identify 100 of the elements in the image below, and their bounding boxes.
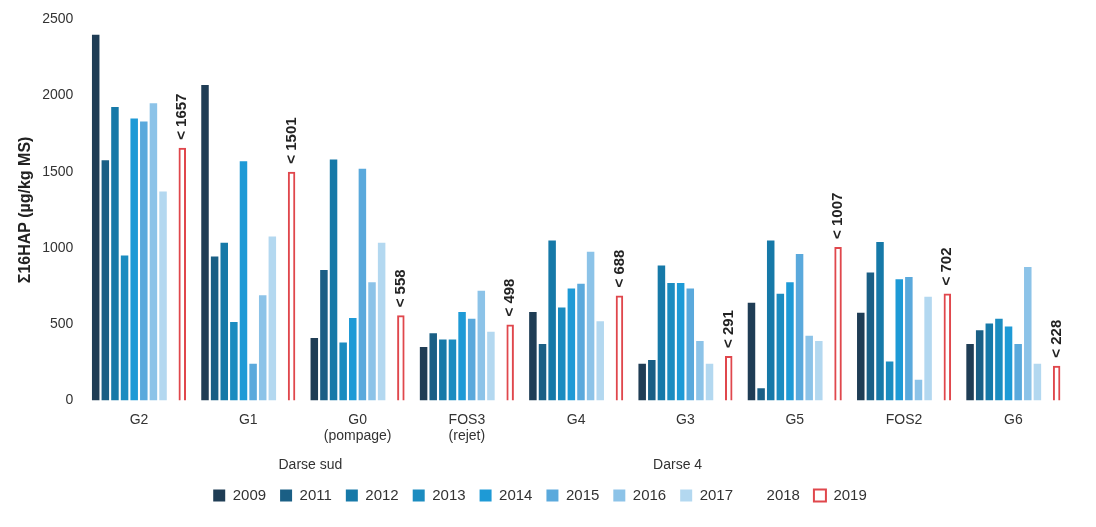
bar	[1014, 344, 1022, 401]
x-tick-label: G6	[1004, 410, 1023, 427]
bar	[249, 363, 257, 401]
bar	[467, 318, 476, 401]
bar	[924, 296, 932, 401]
y-tick-label: 2500	[42, 10, 74, 27]
legend-label: 2019	[833, 485, 867, 503]
bar	[676, 283, 685, 401]
bar	[776, 293, 785, 401]
y-tick-label: 2000	[42, 86, 74, 103]
bar	[111, 107, 119, 401]
data-label: < 1501	[281, 117, 299, 164]
bar	[985, 323, 994, 401]
legend-label: 2017	[699, 485, 734, 503]
bar	[538, 344, 547, 401]
bar	[120, 255, 129, 401]
bar	[876, 241, 884, 401]
data-label: < 1007	[828, 192, 846, 239]
x-tick-label: G4	[566, 410, 586, 427]
legend-label: 2011	[299, 485, 332, 503]
bar	[648, 360, 656, 401]
x-tick-label: G1	[238, 410, 258, 427]
bar	[747, 302, 756, 401]
bar	[914, 379, 923, 401]
bar	[130, 118, 138, 401]
bar	[657, 265, 666, 401]
bar	[885, 361, 894, 401]
data-label: < 291	[718, 310, 736, 349]
bar	[995, 318, 1003, 401]
bar	[320, 270, 328, 401]
bar	[586, 251, 595, 401]
legend-label: 2014	[499, 485, 533, 503]
bar	[230, 321, 238, 401]
bar	[766, 240, 775, 401]
bar	[1033, 363, 1042, 401]
bar	[429, 333, 437, 401]
x-tick-label: G3	[676, 410, 696, 427]
bar	[857, 312, 865, 401]
bar	[458, 312, 466, 401]
bar	[686, 288, 695, 401]
bar	[1004, 326, 1013, 401]
bar	[866, 272, 875, 401]
y-tick-label: 500	[49, 315, 74, 332]
bar	[439, 339, 447, 401]
bar	[448, 339, 457, 401]
legend-label: 2013	[432, 485, 466, 503]
bar	[377, 242, 386, 401]
bar	[419, 347, 428, 401]
bar	[358, 168, 367, 401]
bar	[201, 84, 209, 401]
data-label: < 558	[391, 269, 408, 308]
bar	[905, 276, 913, 401]
bar	[805, 335, 813, 401]
text: Darse sud	[278, 455, 343, 472]
bar	[596, 321, 604, 401]
bar	[310, 337, 319, 401]
data-label: < 498	[500, 278, 518, 317]
bar	[477, 290, 486, 401]
bar	[210, 256, 219, 401]
legend-label: 2016	[632, 485, 667, 503]
bar	[339, 342, 347, 401]
x-tick-label: G5	[785, 410, 805, 427]
bar	[567, 288, 576, 401]
bar	[349, 318, 357, 401]
bar	[667, 283, 675, 401]
y-tick-label: 1500	[42, 162, 74, 179]
y-axis-title: Σ16HAP (µg/kg MS)	[16, 136, 34, 284]
bar	[91, 34, 100, 401]
bar	[239, 161, 248, 401]
bar	[220, 242, 228, 401]
bar	[786, 282, 794, 401]
bar	[368, 282, 376, 401]
x-tick-label: G0 (pompage)	[323, 410, 392, 444]
bar	[329, 159, 338, 401]
bar	[795, 254, 804, 401]
legend-label: 2015	[565, 485, 600, 503]
legend-label: 2012	[365, 485, 399, 503]
bar	[895, 279, 903, 401]
data-label: < 1657	[172, 93, 190, 140]
bar	[149, 103, 158, 401]
data-label: < 228	[1046, 319, 1064, 358]
text: Darse 4	[653, 455, 703, 472]
bar	[548, 240, 556, 401]
data-label: < 702	[937, 247, 955, 286]
bar	[757, 388, 765, 401]
bar	[696, 340, 704, 401]
x-tick-label: FOS3 (rejet)	[448, 410, 486, 444]
x-tick-label: FOS2	[885, 410, 923, 427]
y-tick-label: 0	[65, 391, 74, 408]
bar	[140, 121, 148, 401]
bar	[258, 295, 267, 401]
data-label: < 688	[609, 249, 627, 288]
bar	[101, 160, 110, 401]
bar	[487, 331, 495, 401]
bar	[557, 307, 566, 401]
bar	[529, 312, 537, 401]
bar	[1024, 267, 1032, 401]
text: 2018	[766, 485, 800, 503]
bar	[577, 283, 585, 401]
legend-label: 2009	[232, 485, 267, 503]
